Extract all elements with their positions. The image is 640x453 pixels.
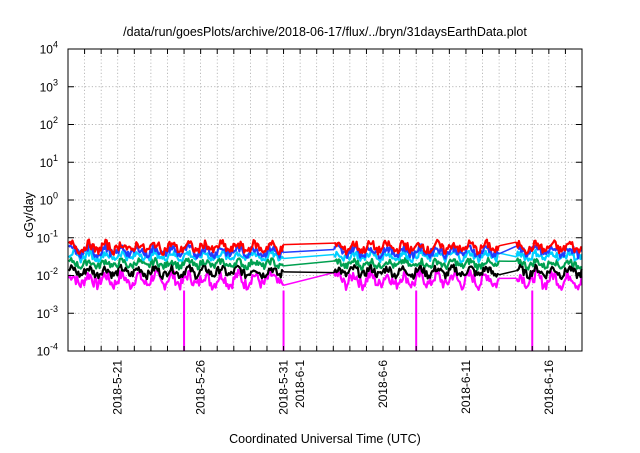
grid-lines [68, 49, 582, 351]
gap-connector [499, 246, 517, 254]
gap-connector [283, 255, 334, 259]
y-tick-label: 10-3 [37, 304, 58, 321]
series-4 [69, 258, 582, 270]
y-tick-label: 10-2 [37, 266, 58, 283]
y-tick-labels: 10-4 10-3 10-2 10-1 100 101 102 103 104 [37, 40, 58, 359]
data-layer [69, 240, 582, 351]
x-tick-label: 2018-5-31 [277, 360, 291, 415]
x-tick-label: 2018-5-21 [111, 360, 125, 415]
series-1 [69, 240, 582, 255]
x-axis-label: Coordinated Universal Time (UTC) [229, 432, 421, 446]
gap-connector [283, 272, 334, 273]
gap-connector [283, 243, 334, 244]
y-tick-label: 10-1 [37, 228, 58, 245]
y-tick-label: 100 [40, 191, 58, 208]
x-tick-label: 2018-5-26 [194, 360, 208, 415]
series-5 [69, 264, 582, 279]
y-tick-label: 10-4 [37, 342, 58, 359]
gap-connector [283, 249, 334, 252]
y-axis-label: cGy/day [22, 191, 36, 238]
y-tick-label: 101 [40, 153, 58, 170]
gap-connector [499, 242, 517, 246]
axis-ticks [68, 49, 582, 351]
x-tick-label: 2018-6-1 [293, 360, 307, 408]
gap-connector [499, 271, 517, 275]
x-tick-label: 2018-6-16 [542, 360, 556, 415]
y-tick-label: 103 [40, 77, 58, 94]
plot-frame [68, 49, 582, 351]
gap-connector [283, 273, 334, 286]
x-tick-label: 2018-6-6 [376, 360, 390, 408]
gap-connector [283, 261, 334, 266]
y-tick-label: 102 [40, 115, 58, 132]
x-tick-label: 2018-6-11 [459, 360, 473, 414]
chart-title: /data/run/goesPlots/archive/2018-06-17/f… [123, 25, 527, 39]
y-tick-label: 104 [40, 40, 58, 57]
